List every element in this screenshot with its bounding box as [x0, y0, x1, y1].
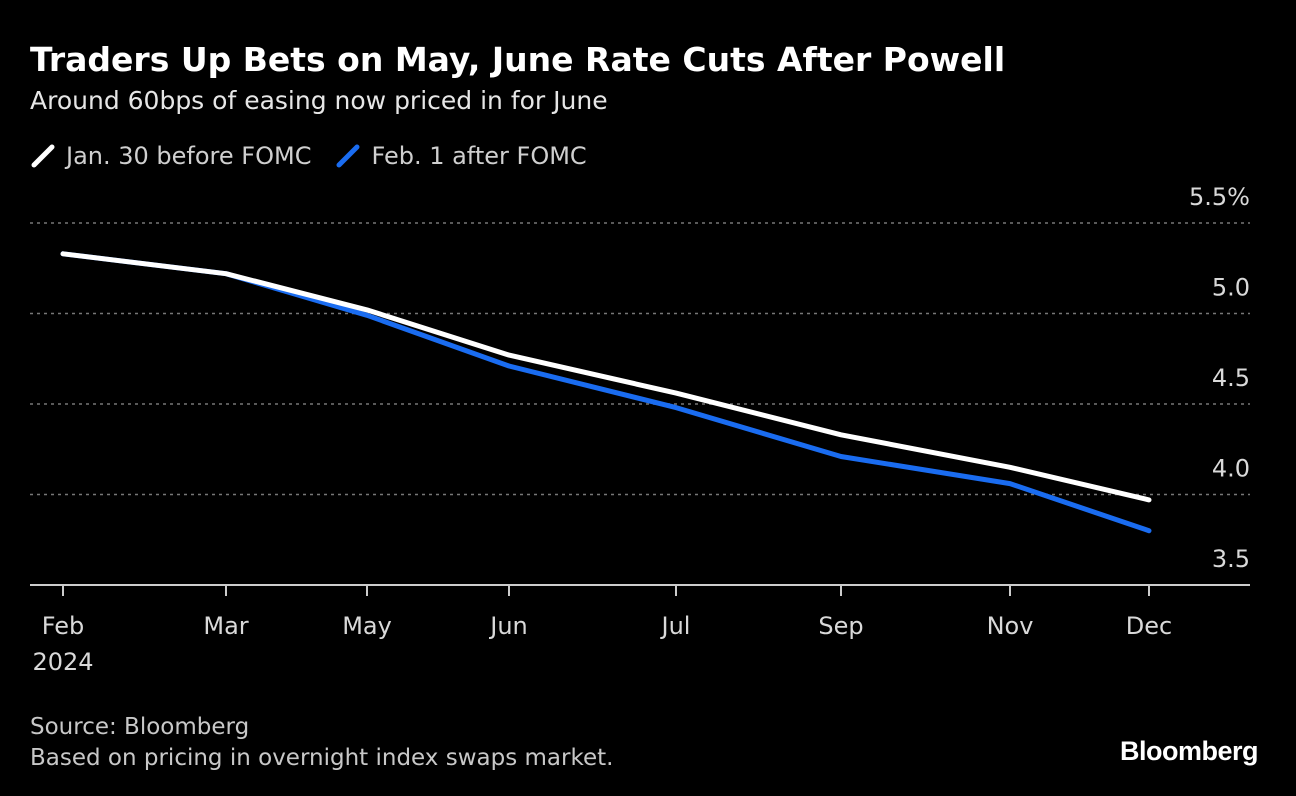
- x-tick-label: Nov: [987, 612, 1034, 640]
- series-line-after-fomc: [60, 251, 1152, 534]
- y-tick-label: 5.0: [1212, 274, 1250, 302]
- y-tick-label: 4.0: [1212, 455, 1250, 483]
- x-tick-label: Dec: [1126, 612, 1172, 640]
- x-tick-label: Mar: [203, 612, 248, 640]
- chart-title: Traders Up Bets on May, June Rate Cuts A…: [30, 40, 1006, 79]
- legend: Jan. 30 before FOMC Feb. 1 after FOMC: [30, 142, 611, 170]
- x-tick-label: Jul: [660, 612, 691, 640]
- method-note: Based on pricing in overnight index swap…: [30, 745, 614, 771]
- x-tick-label: May: [342, 612, 392, 640]
- x-tick-label: Jun: [488, 612, 528, 640]
- bloomberg-logo: Bloomberg: [1119, 736, 1259, 766]
- legend-item-after: Feb. 1 after FOMC: [335, 142, 587, 170]
- legend-swatch-after-icon: [336, 144, 360, 168]
- legend-swatch-before-icon: [31, 144, 55, 168]
- legend-label-after: Feb. 1 after FOMC: [371, 142, 587, 170]
- x-tick-label: Feb: [42, 612, 85, 640]
- chart-subtitle: Around 60bps of easing now priced in for…: [30, 86, 608, 115]
- y-tick-label: 5.5%: [1189, 183, 1250, 211]
- source-note: Source: Bloomberg: [30, 714, 250, 740]
- y-tick-label: 3.5: [1212, 545, 1250, 573]
- footer: Source: Bloomberg Based on pricing in ov…: [30, 712, 613, 774]
- legend-label-before: Jan. 30 before FOMC: [66, 142, 312, 170]
- x-tick-sublabel: 2024: [32, 648, 93, 676]
- y-tick-label: 4.5: [1212, 364, 1250, 392]
- series-line-before-fomc: [60, 251, 1152, 503]
- x-tick-label: Sep: [818, 612, 863, 640]
- legend-item-before: Jan. 30 before FOMC: [30, 142, 311, 170]
